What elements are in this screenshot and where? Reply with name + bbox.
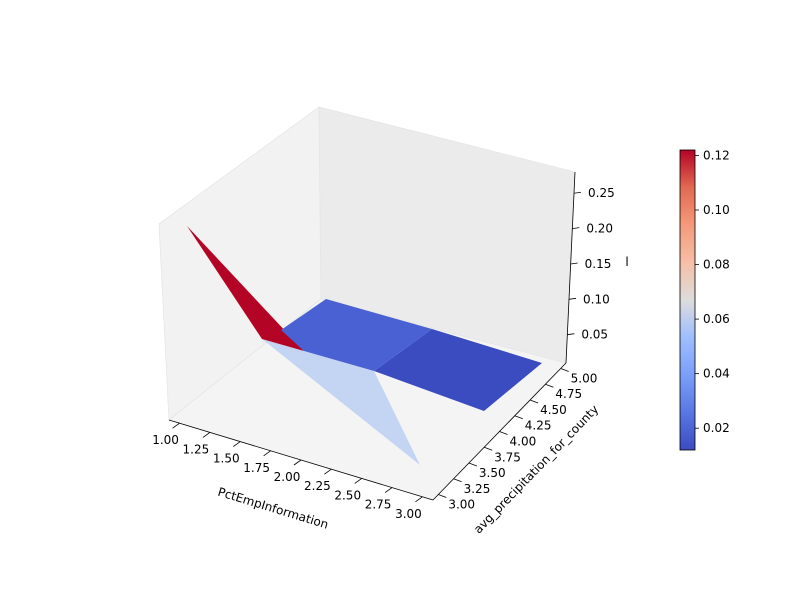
y-tick-mark — [453, 478, 462, 483]
z-axis-label: l — [625, 255, 628, 269]
y-tick-label: 3.75 — [494, 450, 521, 464]
x-tick-mark — [233, 441, 241, 447]
y-tick-label: 3.25 — [464, 482, 491, 496]
x-tick-mark — [384, 487, 393, 493]
y-tick-label: 5.00 — [571, 371, 598, 385]
x-tick-mark — [202, 432, 211, 438]
y-tick-mark — [514, 415, 523, 420]
x-tick-label: 1.75 — [243, 461, 270, 475]
colorbar-gradient — [679, 149, 696, 451]
patch-1-0 — [187, 226, 304, 351]
colorbar-tick-label: 0.06 — [703, 312, 730, 326]
y-tick-label: 4.50 — [540, 403, 567, 417]
y-tick-label: 3.00 — [448, 498, 475, 512]
x-tick-label: 2.25 — [304, 479, 331, 493]
x-tick-mark — [172, 422, 180, 429]
y-tick-mark — [499, 431, 508, 435]
y-tick-mark — [529, 399, 539, 404]
y-tick-mark — [468, 462, 478, 467]
x-tick-label: 1.25 — [183, 442, 210, 456]
colorbar-tick-label: 0.08 — [703, 258, 730, 272]
z-tick-label: 0.15 — [585, 257, 612, 271]
y-tick-mark — [484, 446, 493, 451]
x-tick-label: 1.00 — [152, 433, 179, 447]
x-tick-label: 2.50 — [334, 488, 361, 502]
x-tick-mark — [293, 459, 302, 466]
x-tick-label: 2.00 — [274, 470, 301, 484]
x-tick-mark — [415, 496, 423, 503]
x-tick-mark — [324, 468, 332, 475]
z-tick-mark — [568, 297, 577, 300]
surface-patches — [187, 226, 542, 465]
z-tick-mark — [572, 227, 580, 229]
y-tick-mark — [438, 494, 447, 498]
x-tick-label: 2.75 — [365, 498, 392, 512]
z-tick-label: 0.05 — [581, 328, 608, 342]
y-tick-label: 4.00 — [510, 435, 537, 449]
z-tick-label: 0.25 — [588, 186, 615, 200]
y-tick-mark — [560, 368, 569, 372]
colorbar-tick-label: 0.02 — [703, 421, 730, 435]
y-tick-label: 3.50 — [479, 466, 506, 480]
z-tick-mark — [567, 333, 575, 336]
y-tick-label: 4.75 — [555, 387, 582, 401]
patch-1-1 — [281, 299, 432, 371]
y-tick-label: 4.25 — [525, 419, 552, 433]
patch-0-1 — [374, 329, 542, 411]
z-tick-label: 0.20 — [586, 222, 613, 236]
colorbar: 0.02 0.04 0.06 0.08 0.10 0.12 — [679, 148, 730, 451]
z-axis: 0.05 0.10 0.15 0.20 0.25 l — [565, 171, 629, 364]
x-tick-label: 1.50 — [213, 452, 240, 466]
colorbar-tick-label: 0.10 — [703, 203, 730, 217]
colorbar-tick-label: 0.12 — [703, 148, 730, 162]
z-tick-mark — [570, 262, 578, 265]
x-tick-mark — [263, 450, 271, 457]
patch-0-0 — [262, 339, 420, 465]
y-tick-mark — [545, 383, 554, 388]
colorbar-tick-label: 0.04 — [703, 367, 730, 381]
z-tick-label: 0.10 — [583, 292, 610, 306]
x-tick-label: 3.00 — [395, 507, 422, 521]
x-tick-mark — [354, 478, 362, 484]
z-tick-mark — [573, 191, 582, 194]
